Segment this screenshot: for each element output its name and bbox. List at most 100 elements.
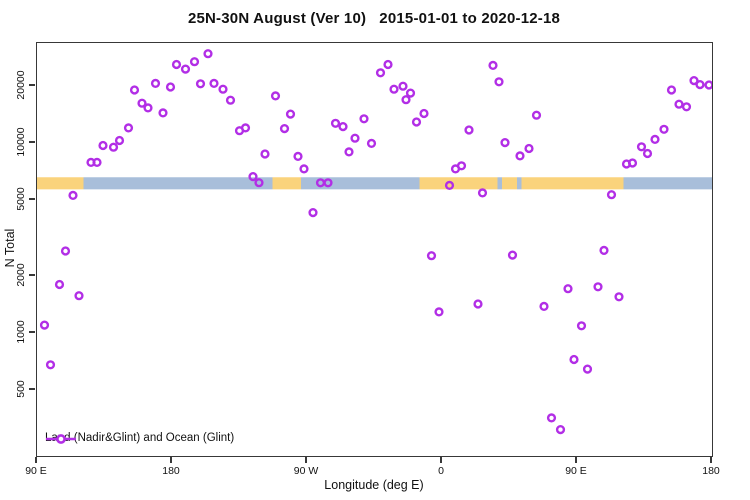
data-point	[563, 284, 573, 294]
x-axis-tick-label: 0	[438, 465, 444, 477]
x-axis-tick-label: 180	[162, 465, 180, 477]
x-axis-tick-label: 180	[702, 465, 720, 477]
map-band-segment-land	[37, 177, 84, 190]
plot-area: Land (Nadir&Glint) and Ocean (Glint)	[36, 42, 713, 457]
x-axis-tick-label: 90 W	[293, 465, 319, 477]
data-point	[209, 78, 219, 89]
data-point	[606, 190, 617, 200]
data-point	[681, 102, 692, 112]
data-point	[444, 180, 455, 191]
y-axis-tick-label: 20000	[15, 70, 27, 100]
data-point	[218, 84, 228, 94]
x-axis-tick	[170, 457, 172, 463]
data-point	[225, 95, 236, 105]
x-axis-tick	[710, 457, 712, 463]
data-point	[366, 138, 377, 149]
data-point	[123, 123, 134, 133]
data-point	[419, 108, 429, 119]
data-point	[389, 84, 399, 94]
data-point	[524, 143, 534, 154]
data-point	[60, 246, 71, 256]
y-axis-tick-label: 500	[15, 380, 27, 398]
data-point	[195, 79, 206, 89]
data-point	[456, 161, 467, 171]
data-point	[68, 190, 78, 201]
y-axis-tick	[29, 331, 35, 333]
data-point	[150, 78, 161, 89]
data-point	[74, 291, 84, 301]
map-band-segment-land	[502, 177, 517, 190]
data-point	[129, 85, 140, 95]
data-point	[279, 123, 290, 134]
data-point	[54, 279, 65, 290]
y-axis-tick	[29, 141, 35, 143]
data-point	[158, 108, 168, 118]
data-point	[108, 142, 119, 152]
x-axis-tick	[305, 457, 307, 463]
data-point	[642, 148, 653, 159]
data-point	[323, 178, 333, 188]
data-point	[171, 59, 182, 70]
map-band-segment-land	[272, 177, 301, 190]
data-point	[689, 75, 699, 86]
data-point	[473, 299, 483, 309]
data-point	[240, 123, 251, 133]
data-point	[299, 164, 309, 174]
data-point	[143, 103, 153, 113]
data-point	[576, 321, 587, 331]
data-point	[383, 59, 393, 70]
y-axis-tick	[29, 84, 35, 86]
x-axis-tick	[575, 457, 577, 463]
x-axis-label: Longitude (deg E)	[324, 478, 424, 492]
data-point	[137, 98, 147, 108]
data-point	[405, 88, 416, 98]
data-point	[350, 133, 360, 143]
data-point	[507, 250, 518, 260]
legend: Land (Nadir&Glint) and Ocean (Glint)	[45, 432, 234, 444]
data-point	[203, 49, 213, 59]
data-point	[539, 301, 549, 312]
y-axis-tick-label: 10000	[15, 127, 27, 157]
data-point	[180, 64, 191, 74]
data-point	[636, 142, 647, 152]
x-axis-tick-label: 90 E	[25, 465, 47, 477]
data-point	[254, 178, 264, 188]
data-point	[260, 149, 270, 159]
data-point	[599, 245, 609, 256]
data-point	[704, 80, 712, 90]
map-band-segment-ocean	[83, 177, 273, 190]
data-point	[477, 188, 488, 198]
data-point	[92, 157, 102, 168]
map-band-segment-ocean	[497, 177, 502, 190]
data-point	[659, 124, 669, 134]
data-point	[375, 68, 386, 78]
data-point	[582, 364, 593, 374]
data-point	[434, 307, 444, 317]
data-point	[569, 354, 579, 365]
data-point	[308, 208, 318, 218]
data-point	[426, 251, 437, 261]
legend-label: Land (Nadir&Glint) and Ocean (Glint)	[45, 432, 235, 444]
data-point	[695, 79, 705, 90]
map-band-segment-land	[419, 177, 498, 190]
data-point	[270, 91, 281, 101]
data-point	[488, 60, 498, 71]
y-axis-tick	[29, 198, 35, 200]
y-axis-tick	[29, 388, 35, 390]
x-axis-tick-label: 90 E	[565, 465, 587, 477]
chart-title: 25N-30N August (Ver 10) 2015-01-01 to 20…	[187, 10, 561, 27]
y-axis-tick-label: 1000	[15, 320, 27, 344]
data-point	[285, 109, 296, 119]
data-point	[39, 320, 50, 330]
data-point	[45, 360, 56, 370]
data-point	[398, 81, 408, 91]
data-point	[674, 99, 684, 109]
map-band-segment-land	[521, 177, 624, 190]
plot-svg	[37, 49, 712, 435]
data-point	[248, 172, 258, 182]
data-point	[494, 77, 504, 87]
y-axis-tick-label: 5000	[15, 187, 27, 211]
x-axis-tick	[440, 457, 442, 463]
data-point	[546, 413, 557, 423]
